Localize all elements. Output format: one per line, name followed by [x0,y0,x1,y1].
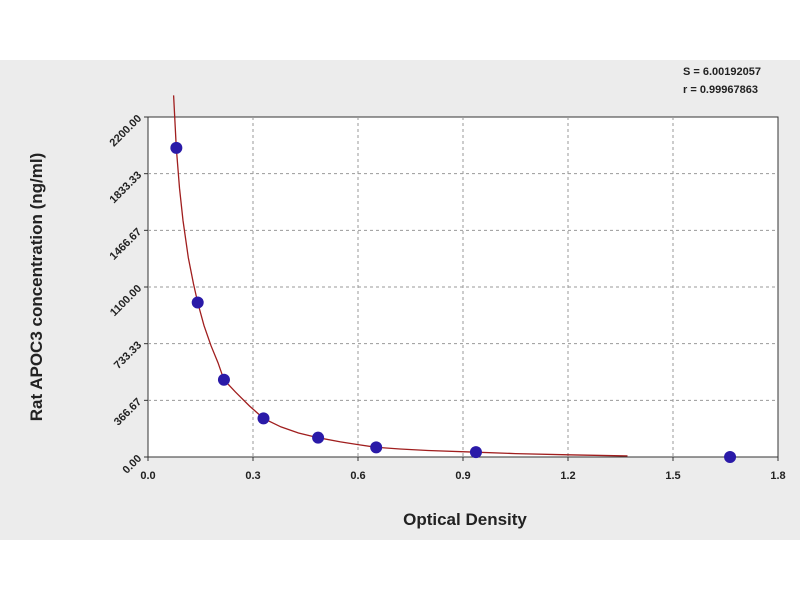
x-tick-label: 1.5 [665,470,680,482]
y-tick-label: 2200.00 [108,113,145,150]
y-tick-label: 733.33 [112,339,144,371]
x-tick-label: 0.6 [350,470,365,482]
x-tick-label: 0.3 [245,470,260,482]
fit-stat-s: S = 6.00192057 [683,66,761,78]
y-tick-label: 366.67 [112,396,144,428]
x-tick-label: 1.2 [560,470,575,482]
data-point [170,141,183,154]
data-point [312,431,325,444]
data-point [217,373,230,386]
data-point [370,441,383,454]
data-points [170,141,737,463]
y-axis-title: Rat APOC3 concentration (ng/ml) [27,153,46,422]
data-point [724,451,737,463]
y-tick-label: 1466.67 [108,226,145,263]
x-tick-label: 1.8 [770,470,785,482]
grid-lines [148,117,778,457]
x-axis-title: Optical Density [403,510,527,529]
y-tick-label: 1100.00 [108,283,144,319]
y-tick-label: 1833.33 [108,169,145,206]
x-tick-label: 0.0 [140,470,155,482]
fit-stat-r: r = 0.99967863 [683,84,758,96]
data-point [257,412,270,425]
data-point [469,446,482,459]
fit-statistics: S = 6.00192057 r = 0.99967863 [683,63,761,99]
x-tick-label: 0.9 [455,470,470,482]
data-point [191,296,204,309]
